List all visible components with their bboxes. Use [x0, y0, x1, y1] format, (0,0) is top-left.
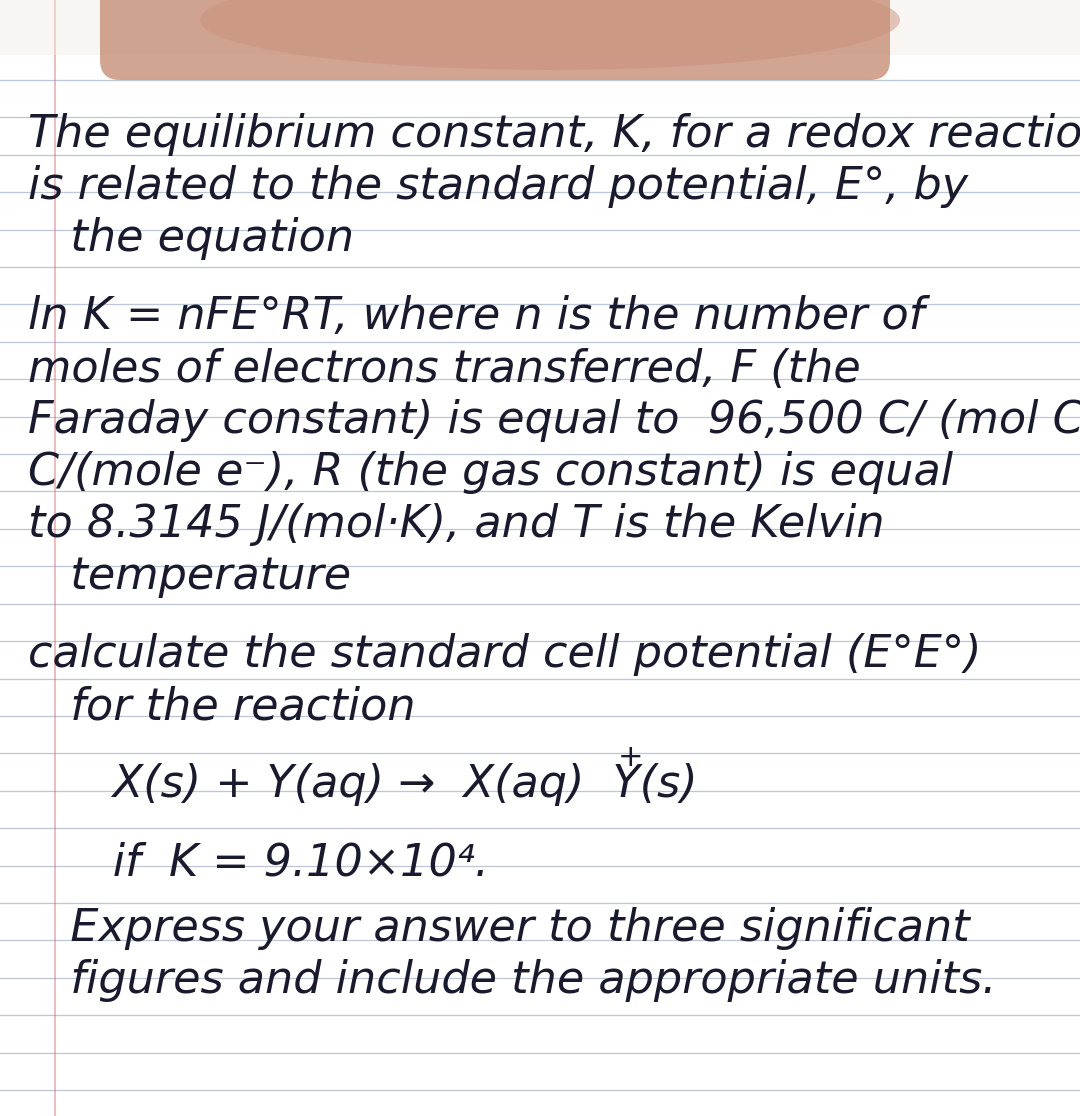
Text: X(s) + Y(aq) →  X(aq)  Y(s): X(s) + Y(aq) → X(aq) Y(s): [28, 763, 698, 807]
FancyBboxPatch shape: [0, 0, 1080, 55]
FancyBboxPatch shape: [100, 0, 890, 80]
Text: is related to the standard potential, E°, by: is related to the standard potential, E°…: [28, 165, 968, 209]
Text: calculate the standard cell potential (E°E°): calculate the standard cell potential (E…: [28, 634, 982, 676]
Ellipse shape: [200, 0, 900, 70]
Text: moles of electrons transferred, F (the: moles of electrons transferred, F (the: [28, 347, 861, 391]
Text: if  K = 9.10×10⁴.: if K = 9.10×10⁴.: [28, 841, 489, 885]
Text: +: +: [618, 743, 644, 772]
Text: to 8.3145 J/(mol·K), and T is the Kelvin: to 8.3145 J/(mol·K), and T is the Kelvin: [28, 503, 885, 547]
Text: figures and include the appropriate units.: figures and include the appropriate unit…: [28, 959, 997, 1001]
Text: for the reaction: for the reaction: [28, 685, 416, 729]
Text: temperature: temperature: [28, 556, 351, 598]
Text: C/(mole e⁻), R (the gas constant) is equal: C/(mole e⁻), R (the gas constant) is equ…: [28, 452, 954, 494]
Text: Faraday constant) is equal to  96,500 C/ (mol C⁻): Faraday constant) is equal to 96,500 C/ …: [28, 400, 1080, 443]
Text: The equilibrium constant, K, for a redox reaction  .: The equilibrium constant, K, for a redox…: [28, 114, 1080, 156]
Text: Express your answer to three significant: Express your answer to three significant: [28, 906, 970, 950]
Text: the equation: the equation: [28, 218, 354, 260]
Text: ln K = nFE°RT, where n is the number of: ln K = nFE°RT, where n is the number of: [28, 296, 924, 338]
